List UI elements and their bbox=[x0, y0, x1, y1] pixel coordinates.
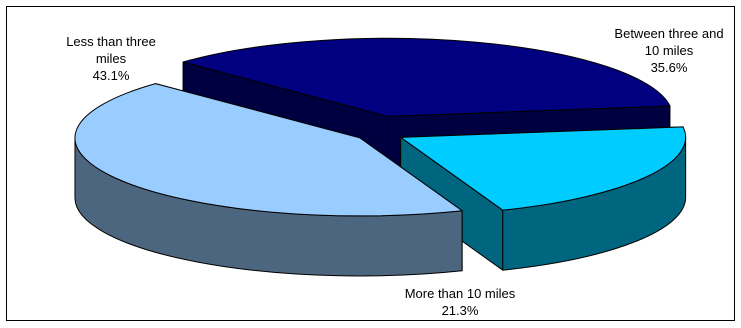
pie-slice-top-less-than-three bbox=[74, 83, 463, 217]
slice-label-more-than-10: More than 10 miles bbox=[405, 286, 516, 301]
slice-value-between-three-and-10: 35.6% bbox=[651, 60, 688, 75]
slice-labels: Less than three miles 43.1% Between thre… bbox=[66, 26, 723, 318]
pie-slice-less-than-three bbox=[74, 83, 463, 277]
pie-slice-more-than-10 bbox=[400, 126, 687, 271]
pie-slices bbox=[74, 37, 687, 277]
pie-slice-top-between-three-and-10 bbox=[182, 37, 671, 117]
pie-slice-top-more-than-10 bbox=[400, 126, 687, 211]
slice-label-less-than-three-line2: miles bbox=[96, 51, 127, 66]
slice-value-more-than-10: 21.3% bbox=[442, 303, 479, 318]
slice-label-between-three-and-10-line2: 10 miles bbox=[645, 43, 694, 58]
slice-label-between-three-and-10-line1: Between three and bbox=[614, 26, 723, 41]
slice-value-less-than-three: 43.1% bbox=[93, 68, 130, 83]
slice-label-less-than-three-line1: Less than three bbox=[66, 34, 156, 49]
